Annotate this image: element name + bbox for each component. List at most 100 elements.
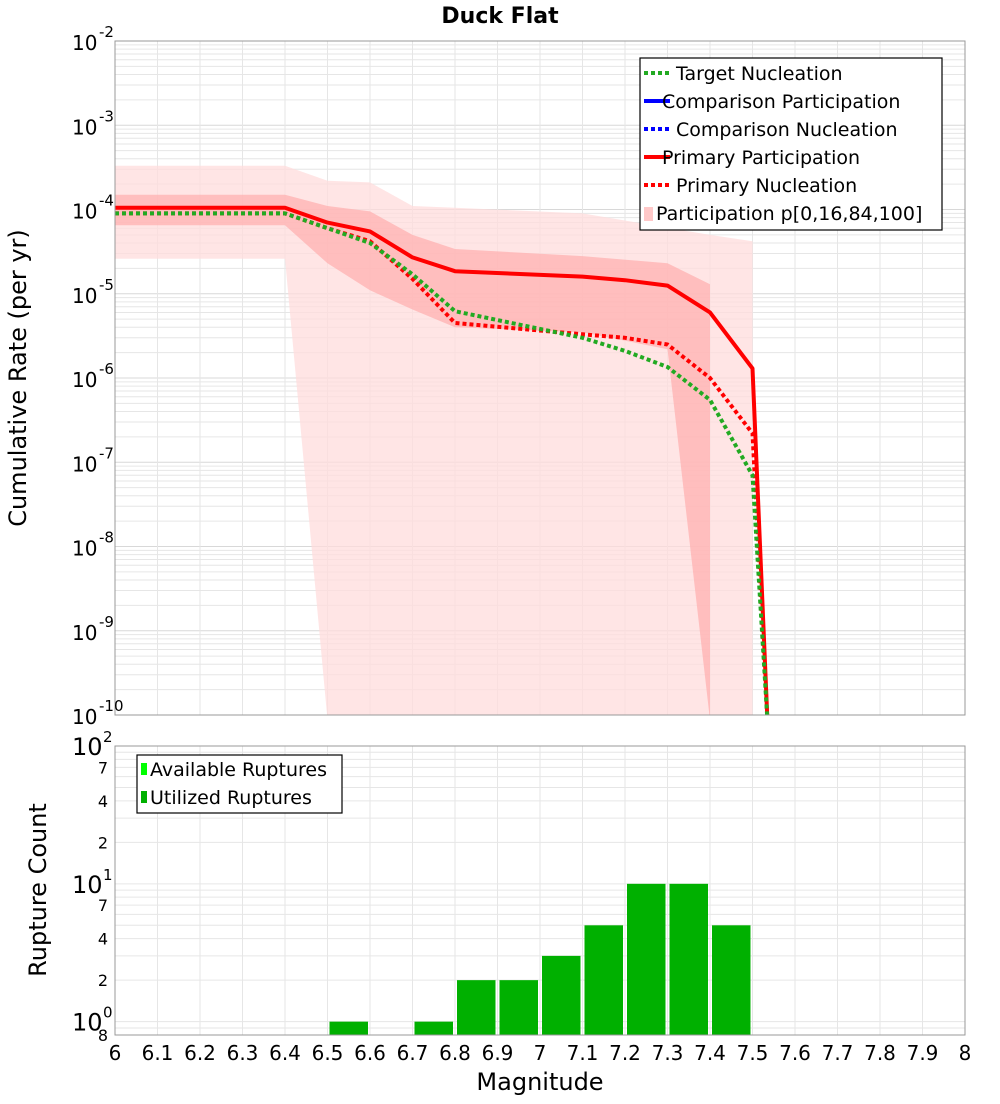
y-tick-exponent: -10 bbox=[99, 697, 124, 715]
bar-utilized-ruptures bbox=[712, 925, 751, 1035]
top-y-axis-title: Cumulative Rate (per yr) bbox=[4, 229, 32, 527]
top-y-tick-label: 10 -3 bbox=[72, 107, 114, 139]
top-y-tick-label: 10 -4 bbox=[72, 192, 114, 224]
legend-label-primary-participation: Primary Participation bbox=[662, 147, 860, 169]
bar-utilized-ruptures bbox=[414, 1021, 453, 1035]
legend-label-comparison-participation: Comparison Participation bbox=[662, 91, 900, 113]
y-tick-minor: 4 bbox=[98, 930, 108, 949]
x-tick-label: 6.3 bbox=[227, 1041, 259, 1065]
bottom-y-tick-label: 4 bbox=[98, 792, 108, 811]
bottom-y-tick-label: 2 bbox=[98, 971, 108, 990]
legend-label-target-nucleation: Target Nucleation bbox=[675, 63, 843, 85]
legend-label-utilized-ruptures: Utilized Ruptures bbox=[150, 787, 312, 809]
bar-utilized-ruptures bbox=[499, 980, 538, 1035]
y-tick-base: 10 bbox=[72, 1009, 103, 1037]
x-tick-label: 6.5 bbox=[312, 1041, 344, 1065]
bottom-y-axis-title: Rupture Count bbox=[24, 803, 52, 977]
legend-swatch-participation-p-0-16-84-100 bbox=[644, 207, 653, 221]
bottom-plot-frame bbox=[114, 745, 966, 1036]
top-data bbox=[115, 165, 770, 715]
y-tick-exponent: -6 bbox=[99, 360, 114, 378]
series-target-nucleation bbox=[115, 211, 770, 715]
top-legend-box bbox=[639, 57, 943, 231]
top-y-tick-label: 10 -2 bbox=[72, 23, 114, 55]
bottom-y-tick-label: 8 bbox=[98, 1026, 108, 1045]
legend-label-participation-p-0-16-84-100: Participation p[0,16,84,100] bbox=[656, 203, 922, 225]
y-tick-exponent: 1 bbox=[103, 866, 113, 884]
y-tick-base: 10 bbox=[72, 368, 97, 392]
x-tick-label: 7.1 bbox=[567, 1041, 599, 1065]
top-y-tick-label: 10 -9 bbox=[72, 613, 114, 645]
y-tick-base: 10 bbox=[72, 115, 97, 139]
x-tick-label: 7.2 bbox=[609, 1041, 641, 1065]
x-tick-label: 6.6 bbox=[354, 1041, 386, 1065]
bottom-bars bbox=[329, 883, 751, 1035]
x-tick-label: 7.4 bbox=[694, 1041, 726, 1065]
bar-utilized-ruptures bbox=[329, 1021, 368, 1035]
x-tick-label: 6.8 bbox=[439, 1041, 471, 1065]
bar-utilized-ruptures bbox=[457, 980, 496, 1035]
x-tick-label: 7.3 bbox=[652, 1041, 684, 1065]
y-tick-base: 10 bbox=[72, 31, 97, 55]
x-tick-label: 6.7 bbox=[397, 1041, 429, 1065]
bottom-grid bbox=[114, 745, 966, 1036]
x-tick-label: 6.1 bbox=[142, 1041, 174, 1065]
y-tick-base: 10 bbox=[72, 871, 103, 899]
y-tick-minor: 7 bbox=[98, 896, 108, 915]
bottom-y-tick-label: 7 bbox=[98, 758, 108, 777]
top-y-tick-label: 10 -10 bbox=[72, 697, 124, 729]
top-plot-frame bbox=[114, 40, 966, 716]
y-tick-minor: 2 bbox=[98, 971, 108, 990]
x-tick-label: 7.7 bbox=[822, 1041, 854, 1065]
y-tick-minor: 2 bbox=[98, 833, 108, 852]
y-tick-base: 10 bbox=[72, 733, 103, 761]
top-y-tick-label: 10 -7 bbox=[72, 444, 114, 476]
x-tick-label: 6.4 bbox=[269, 1041, 301, 1065]
y-tick-base: 10 bbox=[72, 200, 97, 224]
y-tick-base: 10 bbox=[72, 705, 97, 729]
bar-utilized-ruptures bbox=[542, 955, 581, 1035]
y-tick-exponent: -7 bbox=[99, 444, 114, 462]
y-tick-exponent: -9 bbox=[99, 613, 114, 631]
y-tick-minor: 7 bbox=[98, 758, 108, 777]
legend-label-available-ruptures: Available Ruptures bbox=[150, 759, 327, 781]
bottom-y-tick-label: 4 bbox=[98, 930, 108, 949]
bottom-y-tick-label: 10 0 bbox=[72, 1004, 113, 1037]
bottom-y-tick-label: 7 bbox=[98, 896, 108, 915]
bottom-y-tick-label: 2 bbox=[98, 833, 108, 852]
bottom-y-tick-label: 10 2 bbox=[72, 728, 113, 761]
top-plot: 10-210-310-410-510-610-710-810-910 -10Tar… bbox=[72, 23, 966, 729]
chart-title: Duck Flat bbox=[441, 4, 559, 29]
top-y-tick-label: 10 -8 bbox=[72, 529, 114, 561]
legend-label-primary-nucleation: Primary Nucleation bbox=[676, 175, 857, 197]
y-tick-base: 10 bbox=[72, 621, 97, 645]
y-tick-minor: 4 bbox=[98, 792, 108, 811]
series-primary-participation bbox=[115, 205, 770, 715]
y-tick-exponent: 0 bbox=[103, 1004, 113, 1022]
x-tick-label: 7.6 bbox=[779, 1041, 811, 1065]
top-y-tick-label: 10 -6 bbox=[72, 360, 114, 392]
series-primary-nucleation bbox=[115, 211, 770, 715]
y-tick-exponent: -3 bbox=[99, 107, 114, 125]
x-tick-label: 7 bbox=[534, 1041, 547, 1065]
legend-label-comparison-nucleation: Comparison Nucleation bbox=[676, 119, 898, 141]
bar-utilized-ruptures bbox=[627, 883, 666, 1035]
x-tick-label: 6.9 bbox=[482, 1041, 514, 1065]
y-tick-exponent: -4 bbox=[99, 192, 114, 210]
y-tick-base: 10 bbox=[72, 452, 97, 476]
y-tick-base: 10 bbox=[72, 537, 97, 561]
x-tick-label: 6 bbox=[109, 1041, 122, 1065]
y-tick-exponent: -2 bbox=[99, 23, 114, 41]
band-participation-p-16-84- bbox=[115, 194, 710, 715]
bottom-legend-box bbox=[136, 754, 343, 814]
top-y-tick-label: 10 -5 bbox=[72, 276, 114, 308]
legend-swatch-utilized-ruptures bbox=[141, 791, 147, 803]
legend-swatch-available-ruptures bbox=[141, 763, 147, 775]
x-tick-label: 7.8 bbox=[864, 1041, 896, 1065]
bottom-y-tick-label: 10 1 bbox=[72, 866, 113, 899]
bottom-legend: Available Ruptures Utilized Ruptures bbox=[136, 754, 343, 814]
bar-utilized-ruptures bbox=[669, 883, 708, 1035]
